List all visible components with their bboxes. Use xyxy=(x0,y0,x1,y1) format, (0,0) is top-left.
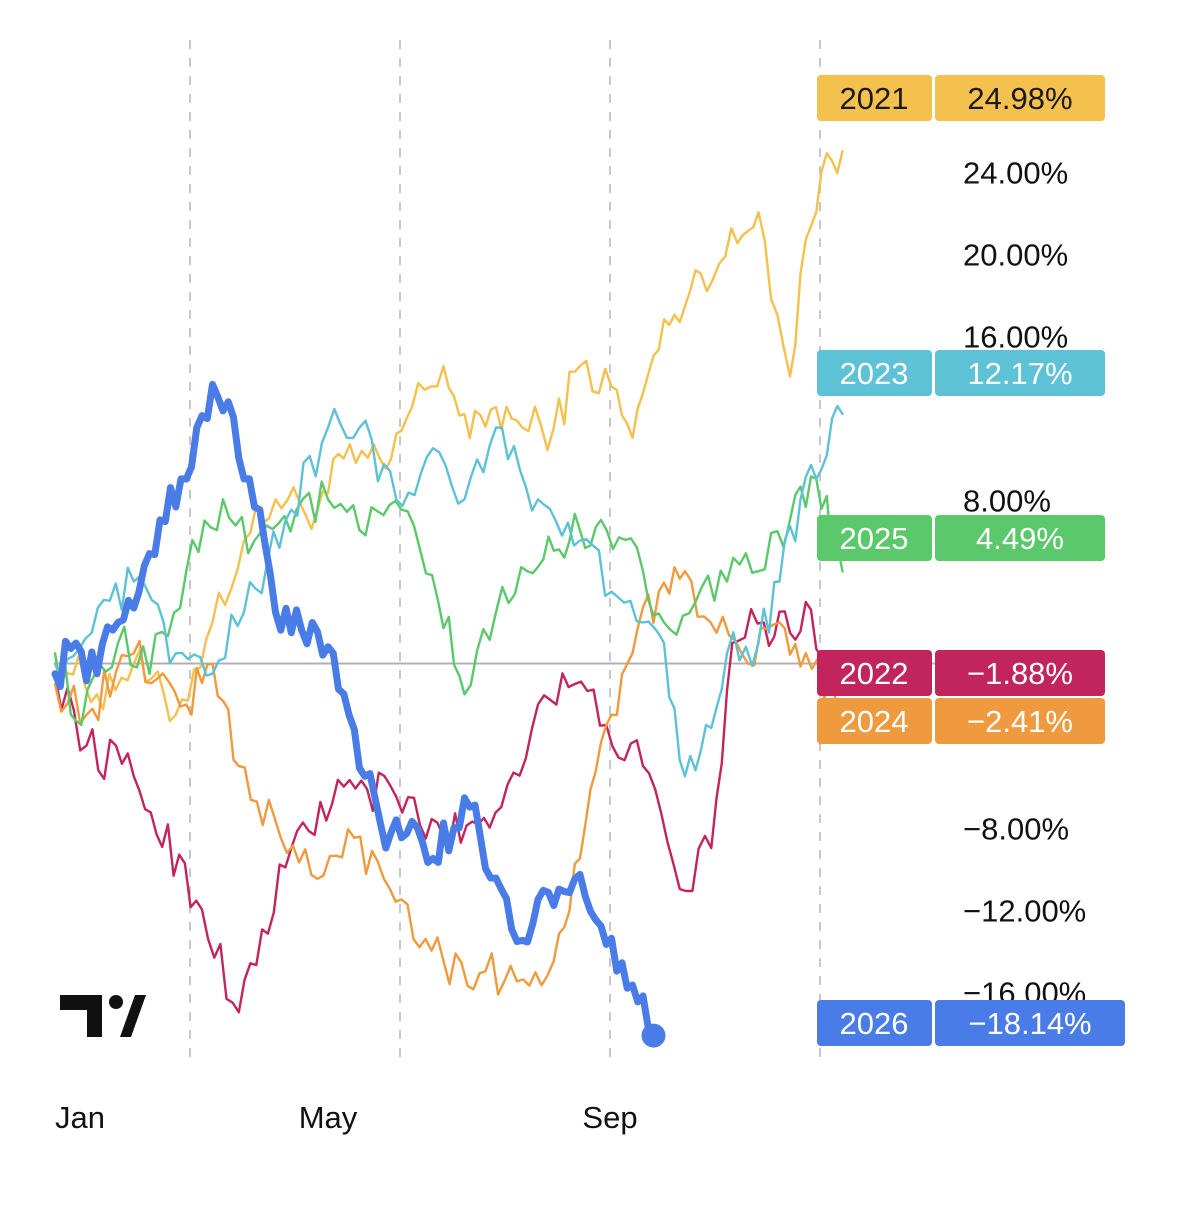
tag-year-box xyxy=(817,698,932,744)
series-line-2025 xyxy=(53,475,844,727)
x-tick-label: Sep xyxy=(582,1100,637,1135)
y-tick-label: −8.00% xyxy=(963,812,1069,847)
series-line-2024 xyxy=(53,566,844,996)
tag-value-box xyxy=(935,350,1105,396)
series-line-2021 xyxy=(53,150,844,723)
tag-year-box xyxy=(817,350,932,396)
value-tag-2022: 2022 −1.88% xyxy=(817,650,1105,696)
value-tag-2021: 2021 24.98% xyxy=(817,75,1105,121)
value-tag-2023: 2023 12.17% xyxy=(817,350,1105,396)
x-tick-label: May xyxy=(299,1100,358,1135)
tag-value-label: 24.98% xyxy=(967,81,1072,116)
tag-value-box xyxy=(935,1000,1125,1046)
tag-year-label: 2021 xyxy=(840,81,909,116)
value-tag-2025: 2025 4.49% xyxy=(817,515,1105,561)
y-tick-label: 24.00% xyxy=(963,155,1068,190)
grid-layer xyxy=(55,40,935,1065)
series-endpoint-2026 xyxy=(641,1023,666,1048)
series-line-2026 xyxy=(51,380,657,1040)
y-tick-label: −12.00% xyxy=(963,894,1086,929)
y-tick-label: 8.00% xyxy=(963,483,1051,518)
tag-value-label: −18.14% xyxy=(968,1006,1091,1041)
tag-year-box xyxy=(817,650,932,696)
value-tag-2024: 2024 −2.41% xyxy=(817,698,1105,744)
tag-year-label: 2024 xyxy=(840,704,909,739)
series-line-2023 xyxy=(53,404,844,778)
series-layer xyxy=(51,150,844,1048)
tag-value-box xyxy=(935,75,1105,121)
series-value-tags: 2021 24.98% 2022 −1.88% 2023 12.17% 2024 −2.41%… xyxy=(817,75,1125,1046)
y-tick-label: 20.00% xyxy=(963,237,1068,272)
tag-value-label: 4.49% xyxy=(976,521,1064,556)
tag-year-label: 2026 xyxy=(840,1006,909,1041)
tag-value-label: −1.88% xyxy=(967,656,1073,691)
tag-year-box xyxy=(817,75,932,121)
tag-year-box xyxy=(817,1000,932,1046)
tradingview-logo-icon xyxy=(60,995,146,1037)
y-axis: 24.00%20.00%16.00%8.00%0.00%−8.00%−12.00… xyxy=(963,155,1086,1010)
tag-value-box xyxy=(935,515,1105,561)
tag-year-label: 2022 xyxy=(840,656,909,691)
tag-year-label: 2025 xyxy=(840,521,909,556)
value-tag-2026: 2026 −18.14% xyxy=(817,1000,1125,1046)
tag-value-box xyxy=(935,698,1105,744)
x-tick-label: Jan xyxy=(55,1100,105,1135)
tag-year-label: 2023 xyxy=(840,356,909,391)
tag-value-label: 12.17% xyxy=(967,356,1072,391)
tag-value-box xyxy=(935,650,1105,696)
tag-value-label: −2.41% xyxy=(967,704,1073,739)
y-tick-label: 16.00% xyxy=(963,319,1068,354)
tag-year-box xyxy=(817,515,932,561)
x-axis: Jan May Sep xyxy=(55,1100,638,1135)
